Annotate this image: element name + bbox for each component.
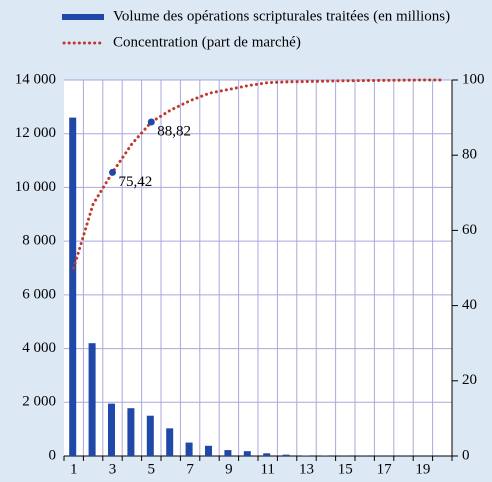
x-tick-label: 9 <box>225 461 233 477</box>
x-tick-label: 3 <box>109 461 117 477</box>
line <box>72 78 444 270</box>
legend-swatch <box>62 14 104 20</box>
bar <box>243 451 251 456</box>
data-label: 75,42 <box>119 174 153 190</box>
y2-tick-label: 40 <box>462 297 477 313</box>
x-tick-label: 19 <box>415 461 430 477</box>
y-tick-label: 14 000 <box>15 71 56 87</box>
bar <box>205 445 212 456</box>
y-tick-label: 12 000 <box>15 125 56 141</box>
x-tick-label: 7 <box>186 461 194 477</box>
bar <box>108 403 115 456</box>
y-tick-label: 0 <box>49 447 57 463</box>
y2-tick-label: 60 <box>462 222 477 238</box>
y-tick-label: 6 000 <box>22 286 56 302</box>
x-tick-label: 11 <box>260 461 274 477</box>
data-label: 88,82 <box>157 123 191 139</box>
x-tick-label: 1 <box>70 461 78 477</box>
x-tick-label: 17 <box>377 461 393 477</box>
bar <box>302 455 309 456</box>
legend-label: Volume des opérations scripturales trait… <box>113 8 450 24</box>
x-tick-label: 15 <box>338 461 353 477</box>
bar <box>263 453 271 456</box>
y2-tick-label: 0 <box>462 447 470 463</box>
bar <box>282 454 290 456</box>
bar <box>69 117 77 456</box>
bar <box>146 415 154 456</box>
y-tick-label: 8 000 <box>22 233 56 249</box>
y-tick-label: 4 000 <box>22 340 56 356</box>
highlight-point <box>147 118 155 126</box>
y-tick-label: 10 000 <box>15 179 56 195</box>
y2-tick-label: 80 <box>462 147 477 163</box>
y2-tick-label: 100 <box>462 71 485 87</box>
highlight-point <box>109 168 116 176</box>
bar <box>185 442 193 456</box>
bar <box>224 450 232 456</box>
y2-tick-label: 20 <box>462 372 477 388</box>
bar <box>127 408 135 456</box>
x-tick-label: 13 <box>299 461 314 477</box>
bar <box>88 343 96 456</box>
y-tick-label: 2 000 <box>22 394 56 410</box>
bar <box>166 428 174 456</box>
legend-label: Concentration (part de marché) <box>113 34 301 50</box>
x-tick-label: 5 <box>148 461 156 477</box>
